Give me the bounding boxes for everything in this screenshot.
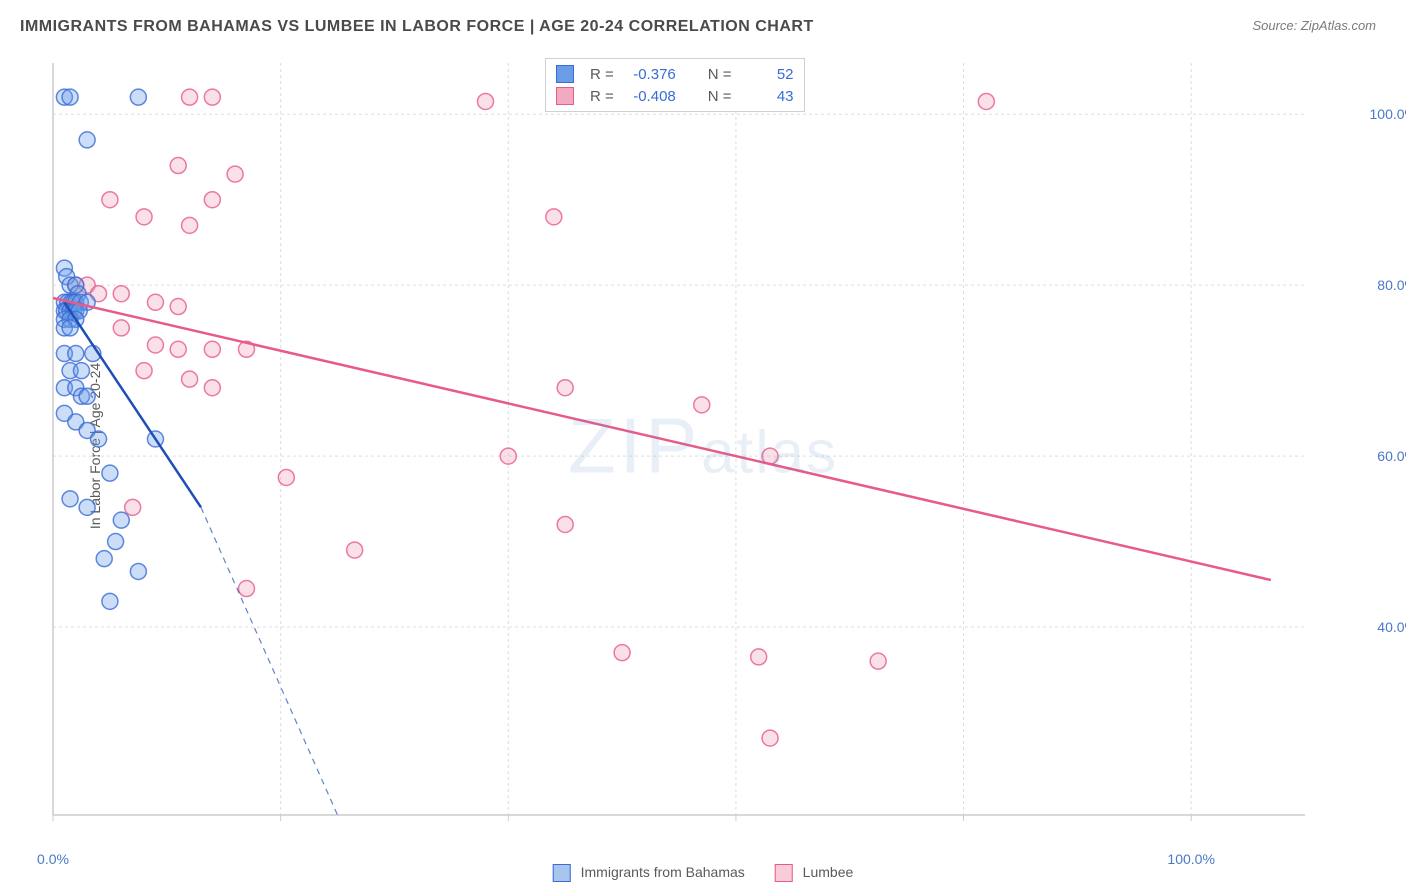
plot-area: 40.0%60.0%80.0%100.0%0.0%100.0% [45,55,1365,845]
legend-swatch-1 [775,864,793,882]
stats-legend: R = -0.376 N = 52 R = -0.408 N = 43 [545,58,805,112]
stats-swatch-1 [556,87,574,105]
stats-N-1: 43 [742,88,794,105]
legend-item-0: Immigrants from Bahamas [553,864,745,882]
stats-swatch-0 [556,65,574,83]
bottom-legend: Immigrants from Bahamas Lumbee [553,864,854,882]
stats-R-label: R = [590,66,614,83]
legend-label-1: Lumbee [803,864,854,880]
legend-swatch-0 [553,864,571,882]
chart-svg [45,55,1365,845]
stats-row-1: R = -0.408 N = 43 [556,85,794,107]
stats-N-label: N = [708,88,732,105]
stats-R-0: -0.376 [624,66,676,83]
legend-item-1: Lumbee [775,864,853,882]
stats-N-label: N = [708,66,732,83]
stats-N-0: 52 [742,66,794,83]
legend-label-0: Immigrants from Bahamas [581,864,745,880]
y-tick-label: 60.0% [1377,448,1406,464]
x-tick-label: 100.0% [1167,851,1214,867]
chart-title: IMMIGRANTS FROM BAHAMAS VS LUMBEE IN LAB… [20,18,814,36]
stats-row-0: R = -0.376 N = 52 [556,63,794,85]
x-tick-label: 0.0% [37,851,69,867]
y-tick-label: 100.0% [1370,106,1406,122]
stats-R-1: -0.408 [624,88,676,105]
y-tick-label: 80.0% [1377,277,1406,293]
y-tick-label: 40.0% [1377,619,1406,635]
stats-R-label: R = [590,88,614,105]
source-label: Source: ZipAtlas.com [1252,18,1376,33]
